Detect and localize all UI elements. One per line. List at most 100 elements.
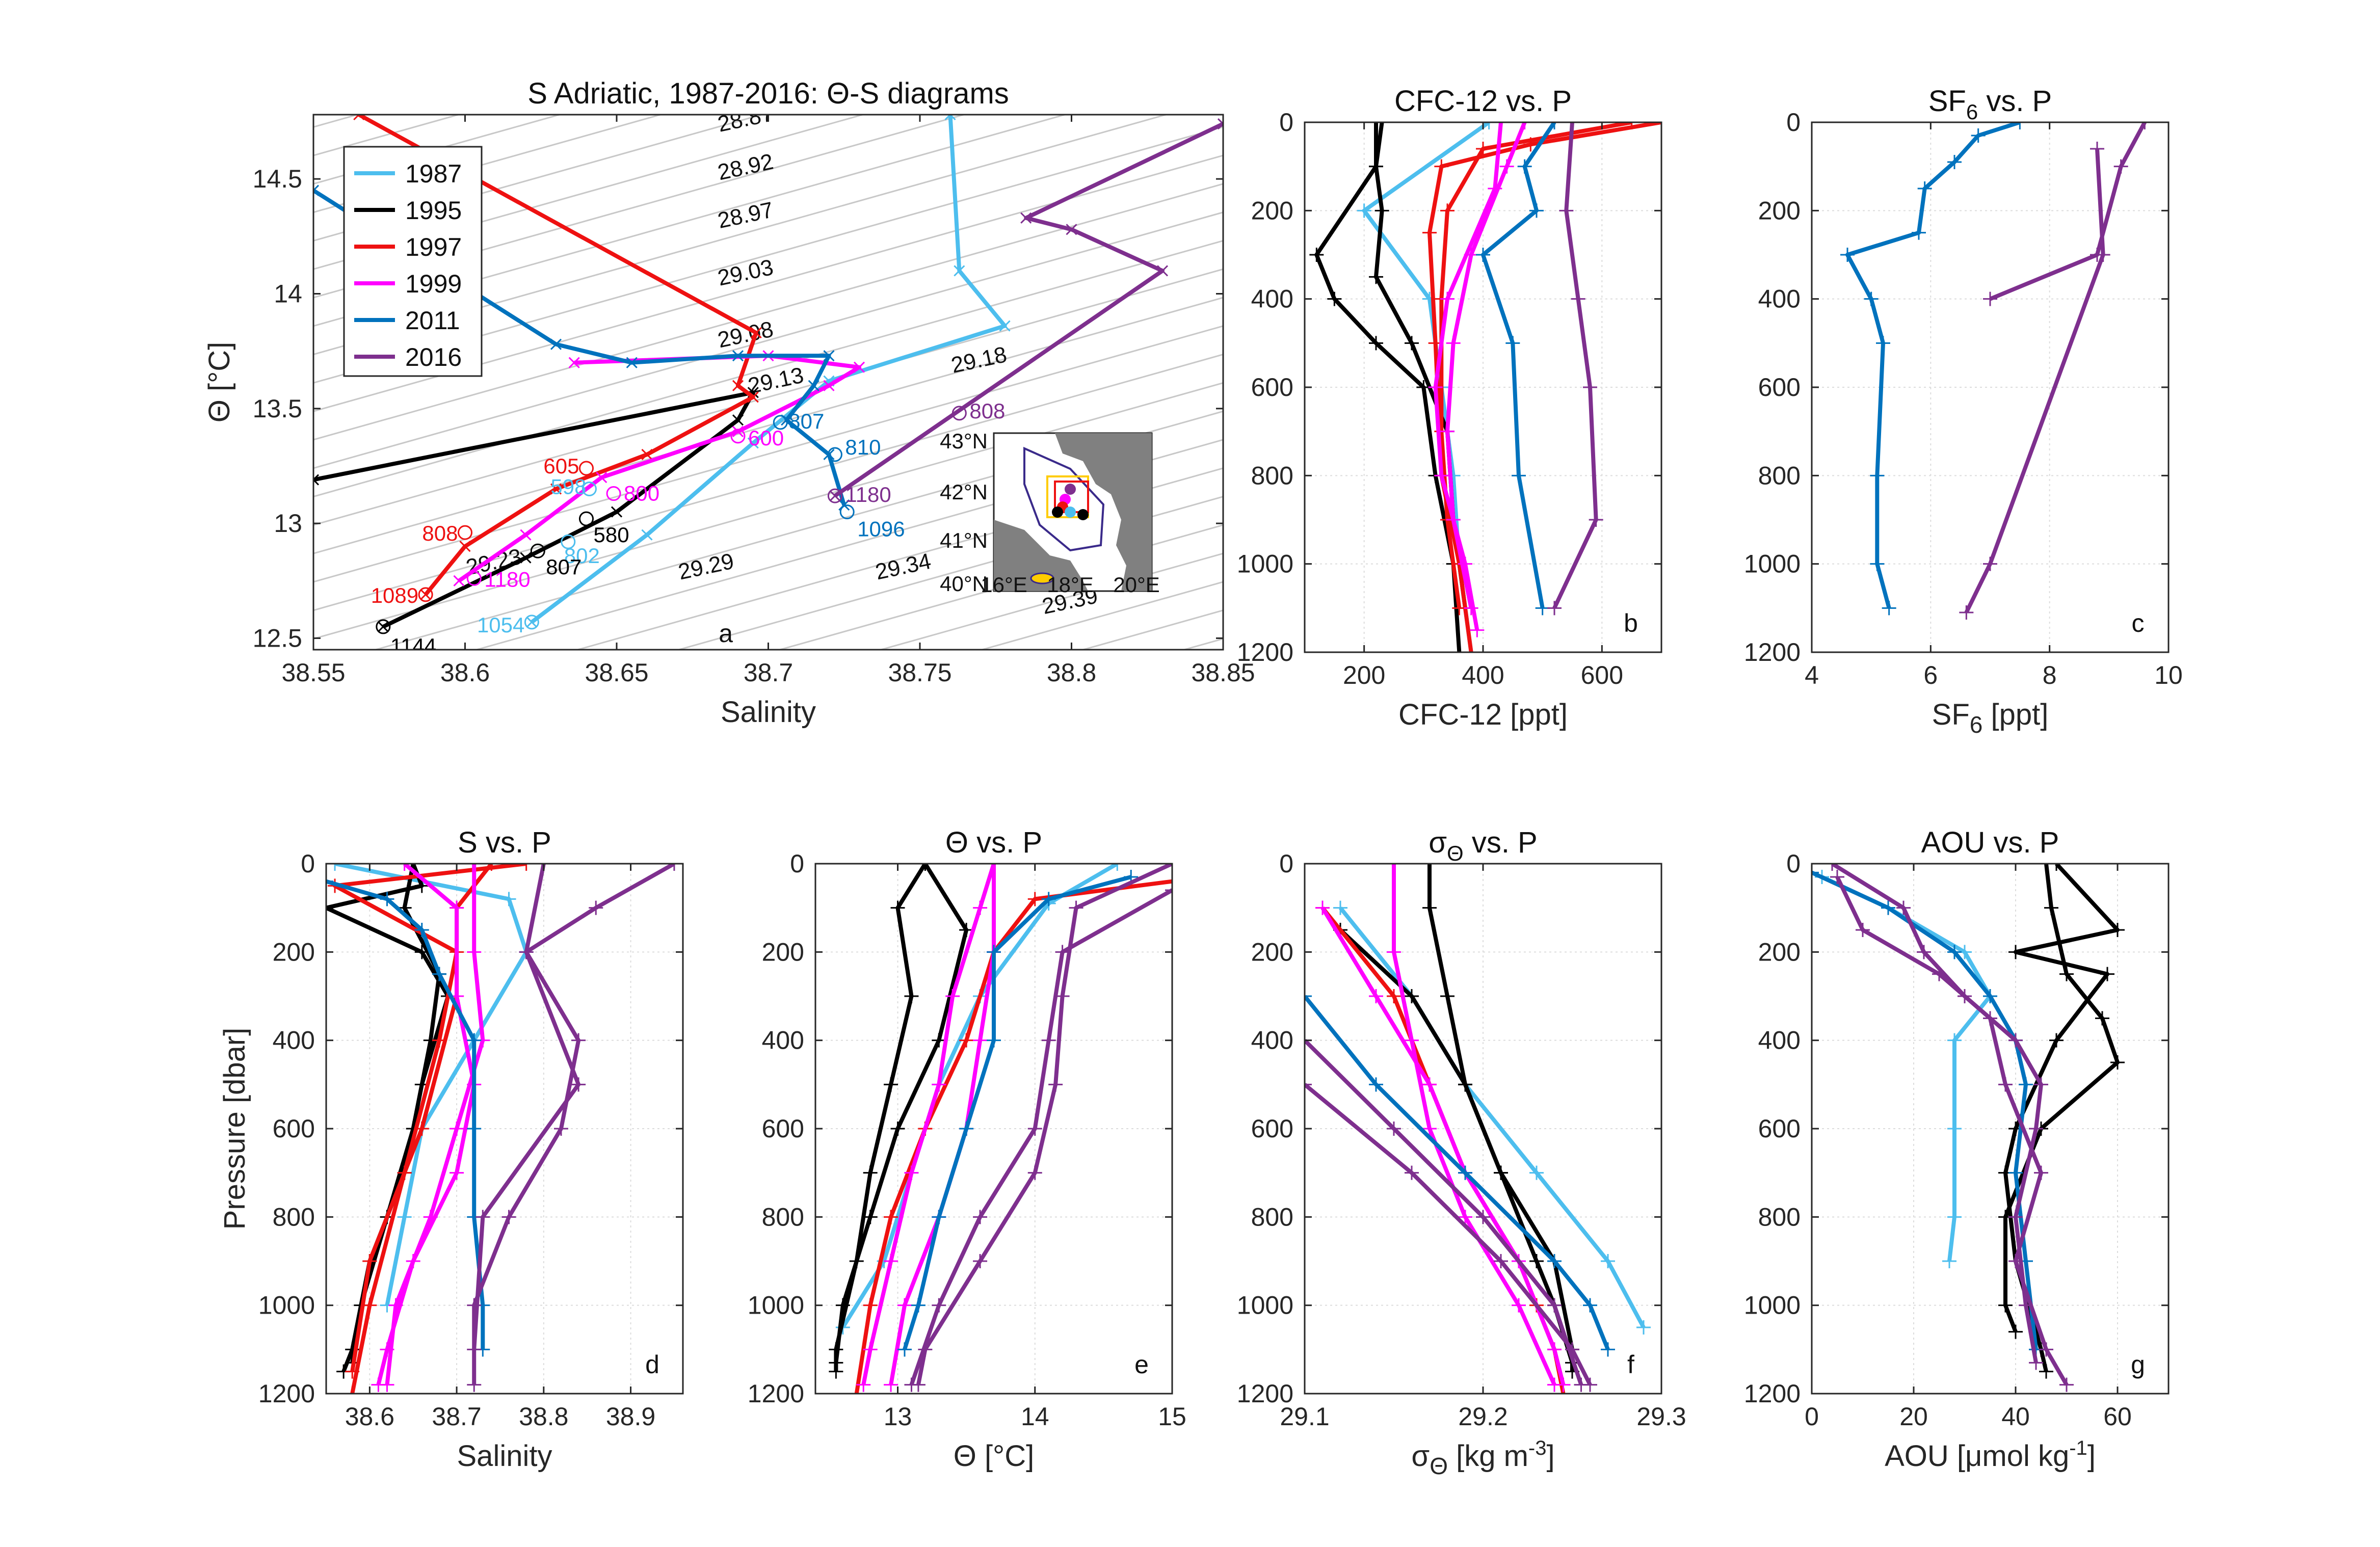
data-point-1995 <box>2008 1324 2023 1339</box>
data-point-2016 <box>973 1210 988 1224</box>
data-point-2016 <box>1983 556 1997 571</box>
panel-letter: g <box>2131 1350 2145 1379</box>
y-tick-label: 400 <box>762 1026 804 1055</box>
y-tick-label: 1000 <box>258 1291 315 1320</box>
data-point-2016 <box>519 945 534 959</box>
data-point-2016 <box>1917 945 1931 959</box>
y-tick-label: 1200 <box>1744 1379 1801 1408</box>
y-axis-label: Θ [°C] <box>203 342 236 423</box>
x-tick-label: 40 <box>2001 1402 2030 1431</box>
panel-title: AOU vs. P <box>1921 826 2059 859</box>
data-point-2016 <box>1896 900 1911 915</box>
data-point-1995 <box>2110 1055 2125 1070</box>
data-point-1999 <box>973 900 988 915</box>
x-tick-label: 38.9 <box>606 1402 655 1431</box>
depth-marker <box>466 571 482 586</box>
data-point-2016 <box>973 1254 988 1268</box>
data-point-1999 <box>1458 556 1472 571</box>
data-point-2016 <box>1547 601 1562 616</box>
data-point-1999 <box>1512 1298 1526 1313</box>
isopycnal-line <box>878 552 1223 650</box>
data-point-1987 <box>397 1210 412 1224</box>
data-point-2011 <box>1812 865 1819 880</box>
y-tick-label: 0 <box>1279 108 1293 137</box>
isopycnal-line <box>313 382 1223 639</box>
ts-point-1999 <box>823 380 835 391</box>
x-tick-label: 38.6 <box>345 1402 394 1431</box>
data-point-1999 <box>1405 1033 1419 1048</box>
data-point-2016 <box>932 1298 946 1313</box>
x-tick-label: 38.8 <box>519 1402 568 1431</box>
isopycnal-line <box>313 268 1223 526</box>
data-point-2011 <box>932 1210 946 1224</box>
data-point-2016 <box>2034 1165 2048 1180</box>
data-point-2011 <box>897 1342 912 1357</box>
data-point-2011 <box>1947 155 1962 169</box>
ts-point-1997 <box>353 115 365 121</box>
data-point-1995 <box>1452 645 1467 652</box>
map-lon-label: 16°E <box>981 573 1027 597</box>
data-point-2011 <box>1601 1342 1615 1357</box>
data-point-1995 <box>2049 1033 2064 1048</box>
x-tick-label: 400 <box>1462 661 1504 689</box>
x-tick-label: 60 <box>2103 1402 2132 1431</box>
y-tick-label: 200 <box>762 938 804 966</box>
depth-label: 1180 <box>484 567 530 591</box>
y-tick-label: 13.5 <box>253 394 302 423</box>
depth-label: 800 <box>624 482 659 505</box>
data-point-1995 <box>932 1033 946 1048</box>
data-point-2011 <box>1912 225 1926 240</box>
data-point-1997 <box>1476 142 1490 156</box>
data-point-1999 <box>856 1377 871 1392</box>
panel-title: Θ vs. P <box>945 826 1042 859</box>
depth-label: 1180 <box>845 483 891 506</box>
depth-label: 810 <box>845 435 881 459</box>
y-tick-label: 1000 <box>1744 550 1801 578</box>
series-line-2016 <box>916 864 1172 1385</box>
data-point-1997 <box>959 1033 974 1048</box>
data-point-2011 <box>1983 989 1997 1003</box>
data-point-1999 <box>397 864 412 871</box>
data-point-2011 <box>959 1122 974 1136</box>
map-lat-label: 43°N <box>940 429 988 453</box>
data-point-1995 <box>1458 1077 1472 1092</box>
data-point-1995 <box>2100 967 2114 981</box>
y-tick-label: 0 <box>1279 849 1293 878</box>
y-tick-label: 1000 <box>1237 1291 1293 1320</box>
ts-point-1995 <box>520 552 532 564</box>
data-point-1995 <box>1422 900 1437 915</box>
data-point-2011 <box>1476 248 1490 262</box>
data-point-2016 <box>467 1377 482 1392</box>
panel-title: S Adriatic, 1987-2016: Θ-S diagrams <box>527 77 1009 110</box>
depth-marker <box>579 461 594 476</box>
data-point-1995 <box>1998 1298 2013 1313</box>
ts-point-1999 <box>520 529 532 541</box>
series-group <box>1305 864 1651 1394</box>
legend: 1987 1995 1997 1999 2011 2016 <box>343 146 483 377</box>
x-tick-label: 38.6 <box>440 658 490 687</box>
data-point-2011 <box>1917 181 1932 196</box>
ts-point-1987 <box>747 437 759 449</box>
data-point-1987 <box>1601 1254 1615 1268</box>
series-group <box>1840 122 2152 620</box>
depth-label: 808 <box>422 521 458 545</box>
data-point-1997 <box>1440 203 1455 218</box>
data-point-1995 <box>1374 203 1389 218</box>
series-group <box>1309 122 1661 652</box>
y-tick-label: 600 <box>1251 373 1293 402</box>
data-point-1999 <box>1446 336 1461 351</box>
x-axis-label: AOU [μmol kg-1] <box>1885 1437 2096 1473</box>
data-point-2016 <box>1027 1165 1042 1180</box>
data-point-1997 <box>345 1386 360 1394</box>
data-point-2016 <box>1027 1122 1042 1136</box>
data-point-2011 <box>1547 122 1562 129</box>
data-point-1995 <box>2059 967 2074 981</box>
data-point-2011 <box>1947 945 1962 959</box>
data-point-1995 <box>2039 864 2053 871</box>
data-point-2016 <box>1041 1033 1056 1048</box>
y-tick-label: 400 <box>273 1026 315 1055</box>
x-tick-label: 13 <box>884 1402 912 1431</box>
data-point-1999 <box>1387 864 1401 871</box>
